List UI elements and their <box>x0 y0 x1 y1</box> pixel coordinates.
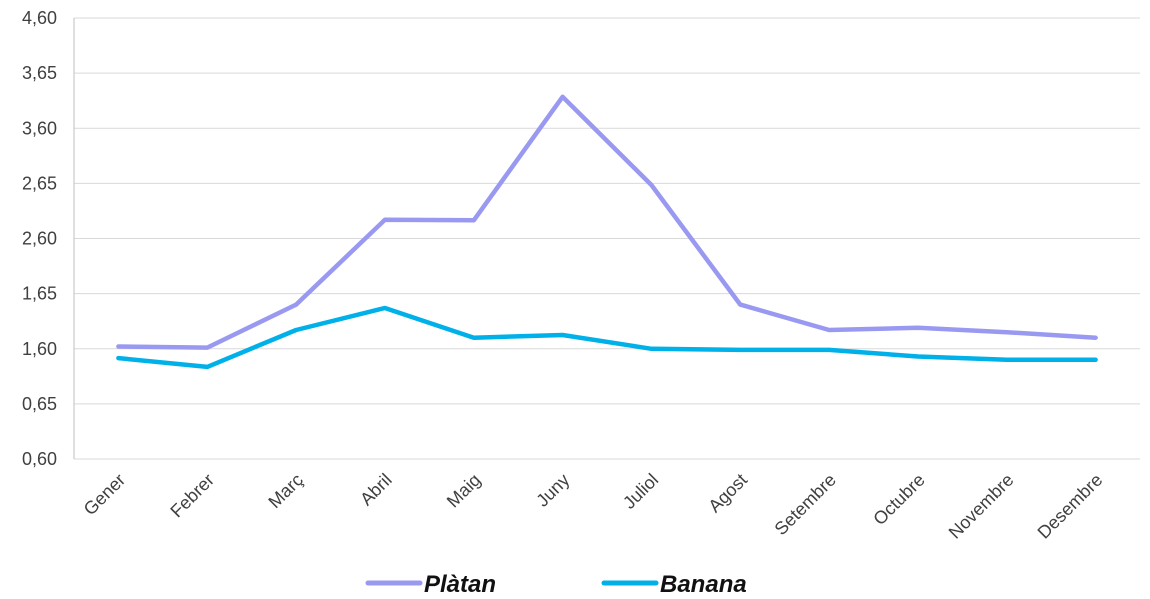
x-tick-label: Setembre <box>771 470 840 539</box>
x-tick-label: Abril <box>356 470 396 510</box>
y-tick-label: 3,65 <box>22 63 57 83</box>
x-tick-label: Juny <box>532 470 573 511</box>
y-tick-label: 4,60 <box>22 8 57 28</box>
x-tick-label: Maig <box>443 470 485 512</box>
x-tick-label: Desembre <box>1034 470 1107 543</box>
y-tick-label: 1,60 <box>22 339 57 359</box>
x-tick-label: Febrer <box>166 470 218 522</box>
x-tick-label: Juliol <box>619 470 662 513</box>
y-tick-label: 1,65 <box>22 284 57 304</box>
x-tick-label: Agost <box>704 470 751 517</box>
x-tick-label: Octubre <box>869 470 928 529</box>
y-tick-label: 0,60 <box>22 449 57 469</box>
y-axis-tick-labels: 0,60 0,65 1,60 1,65 2,60 2,65 3,60 3,65 4,60 <box>22 8 57 469</box>
y-tick-label: 2,60 <box>22 229 57 249</box>
legend: Plàtan Banana <box>365 571 747 598</box>
x-tick-label: Març <box>264 470 306 512</box>
grid-lines <box>73 17 1140 460</box>
x-axis-tick-labels: Gener Febrer Març Abril Maig Juny Juliol Agost S… <box>80 470 1107 543</box>
series-line-0 <box>116 94 1098 350</box>
legend-label: Plàtan <box>424 571 496 598</box>
y-tick-label: 0,65 <box>22 394 57 414</box>
legend-label: Banana <box>660 571 747 598</box>
series-line-1 <box>116 305 1098 370</box>
x-tick-label: Novembre <box>945 470 1018 543</box>
y-tick-label: 2,65 <box>22 173 57 193</box>
series-lines <box>116 94 1098 370</box>
y-tick-label: 3,60 <box>22 118 57 138</box>
x-tick-label: Gener <box>80 470 130 520</box>
